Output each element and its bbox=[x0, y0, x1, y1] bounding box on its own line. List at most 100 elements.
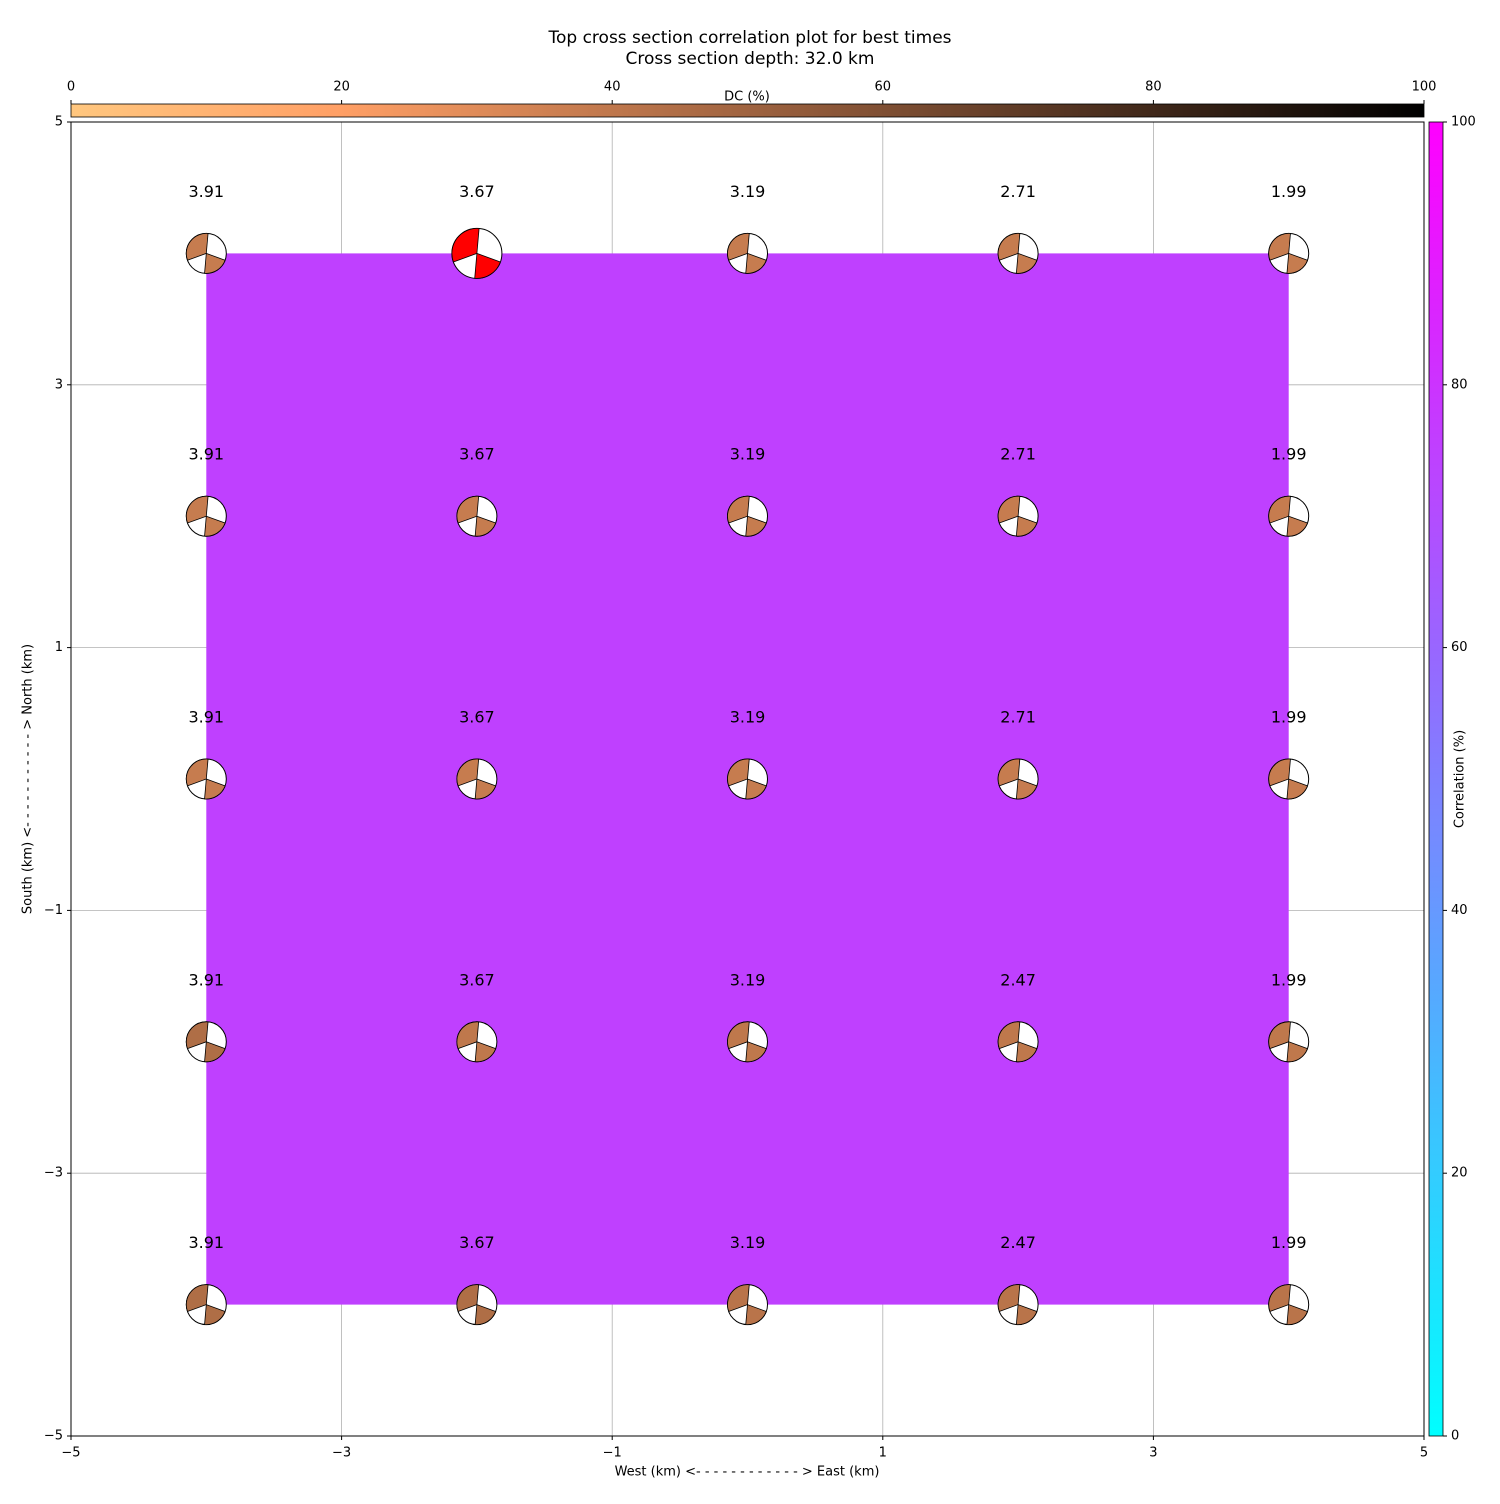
beachball bbox=[185, 1284, 227, 1326]
correlation-colorbar-tick-label: 20 bbox=[1451, 1166, 1468, 1181]
beachball-lobe bbox=[204, 1304, 226, 1325]
beachball-lobe bbox=[727, 495, 750, 524]
dc-colorbar-tick-label: 0 bbox=[67, 80, 75, 95]
beachball bbox=[185, 495, 227, 537]
beachball-lobe bbox=[474, 252, 501, 279]
point-value-label: 1.99 bbox=[1271, 970, 1307, 989]
x-tick-label: −5 bbox=[61, 1446, 80, 1461]
beachball bbox=[1268, 495, 1310, 537]
x-axis-label: West (km) <- - - - - - - - - - - - > Eas… bbox=[615, 1465, 880, 1480]
x-tick-label: −1 bbox=[603, 1446, 622, 1461]
point-value-label: 3.19 bbox=[730, 970, 766, 989]
beachball-lobe bbox=[997, 758, 1021, 787]
beachball-lobe bbox=[1015, 1041, 1038, 1063]
beachball-lobe bbox=[1268, 1021, 1291, 1050]
y-tick-label: 1 bbox=[55, 640, 63, 655]
point-value-label: 2.47 bbox=[1000, 1233, 1036, 1252]
dc-colorbar-tick-label: 20 bbox=[333, 80, 350, 95]
y-tick-label: −3 bbox=[44, 1166, 63, 1181]
beachball-lobe bbox=[1268, 758, 1291, 787]
beachball bbox=[185, 232, 227, 274]
point-value-label: 3.19 bbox=[730, 708, 766, 727]
beachball-lobe bbox=[1015, 778, 1038, 800]
point-value-label: 3.91 bbox=[188, 182, 224, 201]
beachball-lobe bbox=[474, 1304, 497, 1325]
point-value-label: 3.91 bbox=[188, 445, 224, 464]
dc-colorbar-tick-label: 80 bbox=[1145, 80, 1162, 95]
beachball bbox=[727, 758, 768, 800]
y-tick-label: 3 bbox=[55, 377, 63, 392]
beachball bbox=[456, 1021, 498, 1063]
x-tick-label: −3 bbox=[332, 1446, 351, 1461]
beachball-lobe bbox=[204, 778, 226, 800]
correlation-colorbar bbox=[1428, 121, 1444, 1437]
point-value-label: 3.91 bbox=[188, 708, 224, 727]
dc-colorbar-tick-label: 40 bbox=[604, 80, 621, 95]
beachball-lobe bbox=[1286, 1304, 1309, 1325]
point-value-label: 3.19 bbox=[730, 445, 766, 464]
beachball bbox=[997, 1284, 1039, 1326]
x-tick-label: 5 bbox=[1420, 1446, 1428, 1461]
beachball-lobe bbox=[185, 233, 209, 261]
point-value-label: 3.91 bbox=[188, 970, 224, 989]
point-value-label: 3.67 bbox=[459, 182, 495, 201]
point-value-label: 3.67 bbox=[459, 708, 495, 727]
point-value-label: 2.71 bbox=[1000, 445, 1036, 464]
beachball bbox=[185, 1021, 227, 1063]
beachball-lobe bbox=[456, 1284, 480, 1312]
beachball bbox=[997, 1021, 1039, 1063]
correlation-colorbar-tick-label: 60 bbox=[1451, 640, 1468, 655]
beachball bbox=[727, 1021, 768, 1063]
point-value-label: 3.91 bbox=[188, 1233, 224, 1252]
beachball-lobe bbox=[1015, 252, 1038, 274]
point-value-label: 2.71 bbox=[1000, 182, 1036, 201]
beachball-lobe bbox=[185, 1284, 209, 1312]
beachball-lobe bbox=[997, 233, 1021, 261]
beachball-lobe bbox=[474, 515, 497, 537]
beachball-lobe bbox=[997, 1021, 1021, 1050]
beachball-lobe bbox=[745, 778, 767, 800]
correlation-colorbar-tick-label: 100 bbox=[1451, 115, 1476, 130]
beachball bbox=[1268, 758, 1310, 800]
point-value-label: 2.47 bbox=[1000, 970, 1036, 989]
beachball-lobe bbox=[204, 252, 226, 274]
beachball-lobe bbox=[1286, 1041, 1309, 1063]
point-value-label: 3.67 bbox=[459, 445, 495, 464]
beachball-lobe bbox=[1268, 495, 1291, 524]
beachball-lobe bbox=[727, 758, 750, 787]
beachball-lobe bbox=[185, 758, 209, 787]
beachball-lobe bbox=[1286, 252, 1309, 274]
point-value-label: 2.71 bbox=[1000, 708, 1036, 727]
beachball bbox=[727, 495, 768, 537]
beachball-lobe bbox=[745, 515, 767, 537]
correlation-colorbar-tick-label: 40 bbox=[1451, 903, 1468, 918]
point-value-label: 3.19 bbox=[730, 182, 766, 201]
beachball-lobe bbox=[474, 1041, 497, 1063]
dc-colorbar bbox=[70, 103, 1425, 118]
y-tick-label: −1 bbox=[44, 903, 63, 918]
beachball-lobe bbox=[727, 233, 750, 261]
beachball-lobe bbox=[185, 1021, 209, 1050]
beachball bbox=[456, 495, 498, 537]
x-tick-label: 3 bbox=[1149, 1446, 1157, 1461]
beachball bbox=[185, 758, 227, 800]
correlation-colorbar-tick-label: 0 bbox=[1451, 1429, 1459, 1444]
beachball bbox=[727, 232, 768, 274]
beachball-lobe bbox=[727, 1284, 750, 1312]
point-value-label: 3.19 bbox=[730, 1233, 766, 1252]
beachball bbox=[1268, 1021, 1310, 1063]
beachball bbox=[451, 227, 503, 279]
beachball-lobe bbox=[727, 1021, 750, 1050]
beachball-lobe bbox=[1015, 515, 1038, 537]
beachball-lobe bbox=[745, 1304, 767, 1325]
dc-colorbar-label: DC (%) bbox=[724, 90, 770, 105]
chart-subtitle: Cross section depth: 32.0 km bbox=[626, 49, 875, 69]
beachball-lobe bbox=[185, 495, 209, 524]
beachball bbox=[456, 758, 498, 800]
point-value-label: 1.99 bbox=[1271, 445, 1307, 464]
beachball bbox=[1268, 1284, 1310, 1326]
correlation-colorbar-label: Correlation (%) bbox=[1453, 730, 1468, 828]
point-value-label: 1.99 bbox=[1271, 182, 1307, 201]
beachball-lobe bbox=[997, 495, 1021, 524]
